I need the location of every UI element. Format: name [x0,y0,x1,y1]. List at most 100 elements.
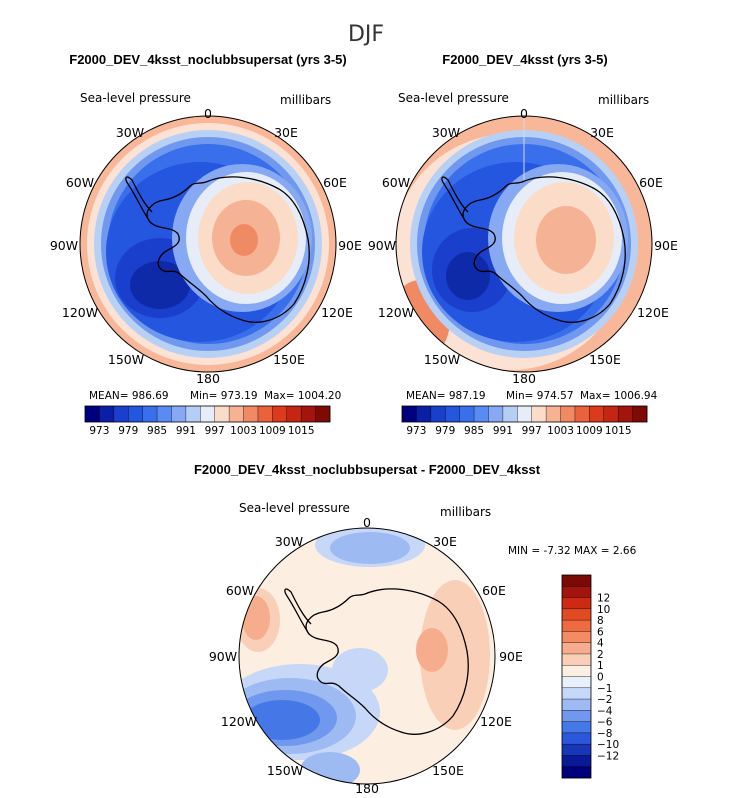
panel-2-units-label: millibars [598,93,649,107]
panel-1-colorbar-tick-label: 991 [176,425,196,437]
panel-1-map [80,116,336,372]
panel-3-minmax: MIN = -7.32 MAX = 2.66 [508,545,637,557]
panel-3-colorbar-swatch [562,699,591,711]
panel-3-colorbar-swatch [562,732,591,745]
lon-label: 180 [196,371,220,386]
lon-label: 150E [589,352,621,367]
panel-2-colorbar-swatch [632,406,648,422]
panel-1-colorbar-tick-label: 979 [118,425,138,437]
lon-label: 30W [116,125,144,140]
panel-2-colorbar-swatch [546,406,561,422]
panel-3-colorbar-tick-label: 2 [597,649,604,661]
panel-2-colorbar-swatch [560,406,576,422]
panel-1-max: Max= 1004.20 [264,390,341,402]
panel-2-longitudes: 0 30E 60E 90E 120E 150E 180 150W 120W 90… [368,106,678,386]
lon-label: 0 [204,106,212,121]
panel-1-min: Min= 973.19 [190,390,258,402]
panel-3-colorbar-tick-label: −10 [597,739,619,751]
lon-label: 180 [355,781,379,796]
panel-3-colorbar-tick-label: −6 [597,717,613,729]
panel-3-map-border [238,527,496,785]
lon-label: 90W [50,238,78,253]
lon-label: 120W [378,305,414,320]
panel-1-colorbar-tick-label: 985 [147,425,167,437]
panel-3-longitudes: 0 30E 60E 90E 120E 150E 180 150W 120W 90… [209,515,523,796]
lon-label: 30E [433,534,457,549]
panel-3-colorbar-swatch [562,653,591,666]
panel-3-variable-label: Sea-level pressure [239,501,350,515]
panel-2-colorbar-swatch [531,406,547,422]
panel-2-colorbar-swatch [589,406,605,422]
panel-3-colorbar-tick-label: −4 [597,705,613,717]
panel-1-longitudes: 0 30E 60E 90E 120E 150E 180 150W 120W 90… [50,106,362,386]
lon-label: 120E [321,305,353,320]
lon-label: 90E [338,238,362,253]
panel-3-title: F2000_DEV_4ksst_noclubbsupersat - F2000_… [194,462,541,477]
panel-2-title: F2000_DEV_4ksst (yrs 3-5) [442,52,608,67]
lon-label: 90W [209,649,237,664]
lon-label: 30E [274,125,298,140]
panel-2-colorbar-frame [401,405,648,423]
panel-3-colorbar-swatch [562,608,591,621]
panel-3-units-label: millibars [440,505,491,519]
panel-3-colorbar-tick-label: −2 [597,694,612,706]
panel-1-colorbar-swatch [99,406,115,422]
panel-2-colorbar-swatch [430,406,446,422]
panel-2-colorbar-tick-label: 997 [522,425,542,437]
panel-3-colorbar-swatch [562,710,591,722]
lon-label: 120E [480,714,512,729]
panel-3-colorbar-swatch [562,676,591,689]
lon-label: 120W [221,714,257,729]
panel-3-colorbar-tick-label: −1 [597,683,612,695]
lon-label: 150W [424,352,460,367]
panel-3-colorbar-tick-label: 1 [597,660,604,672]
panel-2-colorbar-tick-label: 1015 [605,425,632,437]
panel-2-colorbar-swatch [488,406,504,422]
panel-1-map-border [79,115,337,373]
lon-label: 90W [368,238,396,253]
lon-label: 120W [62,305,98,320]
panel-3-colorbar-tick-label: 0 [597,672,604,684]
panel-3-colorbar-swatch [562,631,591,643]
panel-2-colorbar-swatch [574,406,590,422]
panel-1-colorbar-swatch [257,406,273,422]
panel-3-colorbar-tick-label: 12 [597,593,610,605]
panel-2-colorbar-swatch [445,406,460,422]
panel-1-colorbar-tick-label: 1015 [288,425,315,437]
panel-2-map-border [395,115,653,373]
panel-3-colorbar-swatch [562,755,591,768]
panel-2-colorbar-tick-label: 1009 [576,425,603,437]
panel-3-colorbar-tick-label: 6 [597,626,604,638]
lon-label: 180 [512,371,536,386]
panel-1-colorbar-swatch [171,406,187,422]
lon-label: 150E [432,763,464,778]
panel-1-colorbar-swatch [113,406,129,422]
panel-1-colorbar-tick-label: 973 [89,425,109,437]
panel-2-colorbar-tick-label: 991 [493,425,513,437]
lon-label: 150E [273,352,305,367]
lon-label: 30W [432,125,460,140]
panel-1-colorbar-swatch [185,406,201,422]
lon-label: 0 [363,515,371,530]
lon-label: 150W [267,763,303,778]
lon-label: 60E [482,583,506,598]
panel-1-colorbar-swatch [272,406,288,422]
panel-3-colorbar-swatch [562,620,591,632]
panel-3: F2000_DEV_4ksst_noclubbsupersat - F2000_… [194,462,637,796]
panel-2-map [396,116,652,372]
panel-3-map [239,528,495,784]
panel-1-variable-label: Sea-level pressure [80,91,191,105]
panel-2-colorbar-swatch [618,406,633,422]
panel-2-variable-label: Sea-level pressure [398,91,509,105]
figure-title: DJF [348,22,384,47]
panel-1-mean: MEAN= 986.69 [89,390,169,402]
panel-2-colorbar-tick-label: 979 [435,425,455,437]
lon-label: 30W [275,534,303,549]
panel-1: F2000_DEV_4ksst_noclubbsupersat (yrs 3-5… [50,52,362,437]
panel-2-colorbar-tick-label: 973 [406,425,426,437]
panel-1-colorbar-swatch [286,406,302,422]
panel-1-colorbar-swatch [214,406,230,422]
lon-label: 60E [639,175,663,190]
lon-label: 30E [590,125,614,140]
lon-label: 120E [637,305,669,320]
